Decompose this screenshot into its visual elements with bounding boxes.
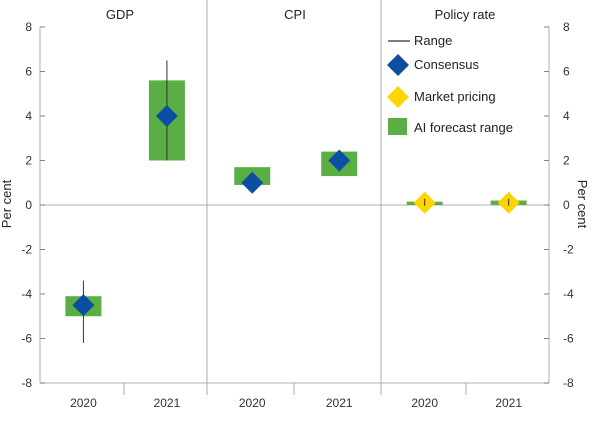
legend-consensus-diamond (387, 54, 409, 76)
y-axis-label-left: Per cent (0, 179, 14, 228)
y-tick-label-left: -6 (21, 332, 32, 346)
y-axis-label-right: Per cent (575, 180, 590, 229)
legend-range-label: Range (414, 33, 452, 48)
legend-market-pricing-diamond (387, 86, 409, 108)
y-tick-label-left: 6 (25, 65, 32, 79)
y-tick-label-left: -4 (21, 287, 32, 301)
panel-title-policy-rate: Policy rate (435, 7, 496, 22)
y-tick-label-left: 4 (25, 109, 32, 123)
legend-ai-forecast-label: AI forecast range (414, 120, 513, 135)
y-tick-label-left: 0 (25, 198, 32, 212)
y-tick-label-right: 4 (563, 109, 570, 123)
panel-title-gdp: GDP (106, 7, 134, 22)
y-tick-label-right: 8 (563, 20, 570, 34)
legend-ai-forecast-square (388, 118, 407, 135)
consensus-diamond (72, 294, 95, 317)
legend: Range Consensus Market pricing AI foreca… (387, 33, 513, 135)
x-tick-label: 2021 (154, 396, 181, 410)
y-tick-label-right: -8 (563, 376, 574, 390)
y-tick-label-right: -6 (563, 332, 574, 346)
plot-frame (39, 0, 550, 395)
y-tick-label-right: 0 (563, 198, 570, 212)
y-tick-label-right: -2 (563, 243, 574, 257)
y-tick-label-right: 2 (563, 154, 570, 168)
x-tick-label: 2021 (326, 396, 353, 410)
y-tick-label-left: -2 (21, 243, 32, 257)
x-tick-label: 2020 (239, 396, 266, 410)
y-tick-label-left: 8 (25, 20, 32, 34)
consensus-diamond (241, 171, 264, 194)
x-tick-label: 2020 (70, 396, 97, 410)
consensus-diamond (155, 105, 178, 127)
x-tick-label: 2021 (495, 396, 522, 410)
legend-market-pricing-label: Market pricing (414, 89, 496, 104)
legend-consensus-label: Consensus (414, 57, 480, 72)
y-tick-label-right: -4 (563, 287, 574, 301)
panel-title-cpi: CPI (284, 7, 306, 22)
consensus-diamond (328, 149, 351, 172)
y-tick-label-left: -8 (21, 376, 32, 390)
y-tick-label-left: 2 (25, 154, 32, 168)
x-tick-label: 2020 (411, 396, 438, 410)
y-tick-label-right: 6 (563, 65, 570, 79)
